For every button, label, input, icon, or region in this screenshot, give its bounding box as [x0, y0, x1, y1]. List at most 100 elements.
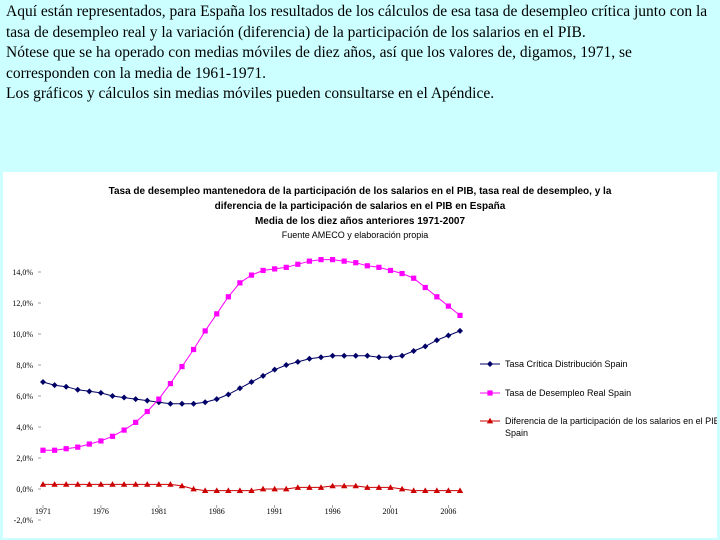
data-point: [190, 346, 197, 353]
data-point: [353, 260, 359, 266]
y-tick-label: 8,0%: [16, 361, 33, 370]
data-point: [329, 257, 336, 263]
legend-marker-2: [487, 390, 493, 396]
series-line-1: [42, 330, 461, 405]
legend-marker-1: [487, 361, 493, 367]
data-point: [156, 396, 162, 402]
y-tick-label: 0,0%: [16, 485, 33, 494]
data-point: [155, 481, 163, 487]
data-point: [318, 257, 324, 263]
data-point: [248, 272, 255, 278]
data-point: [178, 482, 186, 489]
data-point: [213, 487, 220, 493]
data-point: [51, 382, 58, 389]
data-point: [457, 327, 463, 334]
data-point: [364, 352, 371, 359]
data-point: [445, 487, 452, 493]
data-point: [63, 383, 70, 390]
data-point: [63, 446, 69, 452]
data-point: [352, 482, 359, 489]
data-point: [340, 482, 348, 489]
data-point: [364, 263, 370, 269]
data-point: [132, 396, 139, 403]
data-point: [387, 484, 394, 490]
data-point: [329, 482, 336, 489]
data-point: [445, 303, 452, 309]
y-tick-label: 14,0%: [12, 268, 33, 277]
data-point: [109, 433, 116, 439]
data-point: [399, 352, 406, 359]
data-point: [167, 481, 174, 487]
chart-source: Fuente AMECO y elaboración propia: [282, 230, 429, 240]
x-tick-label: 2006: [440, 507, 456, 516]
data-point: [97, 481, 105, 487]
data-point: [167, 381, 174, 387]
series-2: [40, 257, 463, 453]
data-point: [306, 355, 313, 362]
data-point: [144, 481, 151, 487]
data-point: [40, 447, 46, 453]
data-point: [410, 348, 417, 355]
data-point: [225, 391, 232, 398]
data-point: [387, 354, 394, 361]
data-point: [86, 441, 92, 447]
data-point: [236, 487, 244, 493]
data-point: [306, 484, 313, 490]
data-point: [352, 352, 359, 359]
legend: Tasa Crítica Distribución Spain Tasa de D…: [480, 359, 717, 438]
data-point: [225, 294, 231, 300]
data-point: [422, 487, 429, 493]
data-point: [422, 284, 428, 291]
data-point: [456, 487, 464, 493]
data-point: [62, 481, 70, 487]
data-point: [375, 354, 382, 361]
data-point: [121, 427, 127, 433]
x-tick-label: 2001: [383, 507, 399, 516]
data-point: [329, 352, 336, 359]
data-point: [399, 270, 405, 277]
data-point: [202, 399, 209, 406]
data-point: [74, 481, 81, 487]
data-point: [387, 267, 394, 274]
data-point: [364, 484, 371, 490]
data-point: [109, 393, 116, 399]
y-tick-label: -2,0%: [14, 516, 34, 525]
data-point: [248, 379, 255, 386]
data-point: [121, 394, 128, 401]
data-point: [295, 261, 301, 267]
legend-label-3-line-1: Diferencia de la participación de los sa…: [505, 416, 717, 426]
data-point: [433, 487, 441, 493]
x-tick-label: 1996: [325, 507, 341, 516]
legend-label-1: Tasa Crítica Distribución Spain: [505, 359, 628, 369]
data-point: [74, 386, 81, 393]
line-chart: Tasa de desempleo mantenedora de la part…: [12, 186, 717, 525]
data-point: [294, 358, 301, 365]
chart-title-line-1: Tasa de desempleo mantenedora de la part…: [109, 186, 612, 197]
series-1: [40, 327, 463, 407]
data-point: [51, 447, 58, 453]
data-point: [98, 438, 104, 444]
data-point: [190, 400, 197, 407]
data-point: [260, 267, 266, 274]
x-tick-label: 1986: [209, 507, 225, 516]
x-tick-label: 1991: [267, 507, 283, 516]
series-group: [39, 257, 464, 493]
data-point: [283, 362, 290, 368]
data-point: [411, 275, 417, 281]
data-point: [376, 264, 382, 270]
data-point: [259, 485, 267, 492]
legend-label-2: Tasa de Desempleo Real Spain: [505, 388, 631, 398]
data-point: [294, 484, 302, 490]
x-axis: 1971 1976 1981 1986 1991 1996 2001 2006: [35, 505, 456, 516]
data-point: [341, 352, 348, 359]
data-point: [341, 258, 347, 264]
data-point: [214, 311, 220, 317]
legend-label-3: Diferencia de la participación de los sa…: [505, 416, 717, 438]
series-line-2: [43, 259, 461, 451]
intro-paragraph-2: Nótese que se ha operado con medias móvi…: [6, 44, 632, 82]
chart-title-group: Tasa de desempleo mantenedora de la part…: [109, 186, 612, 240]
data-point: [433, 337, 440, 344]
y-axis-ticks: -2,0% 0,0% 2,0% 4,0% 6,0% 8,0% 10,0% 12,0% 14,0%: [12, 268, 41, 525]
data-point: [144, 397, 151, 404]
intro-text: Aquí están representados, para España lo…: [6, 2, 714, 105]
